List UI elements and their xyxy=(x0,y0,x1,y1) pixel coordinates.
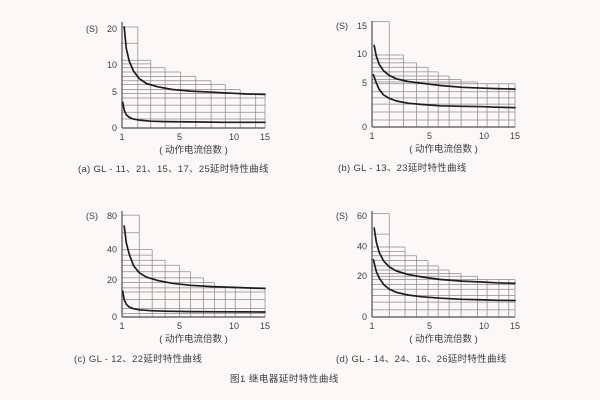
x-tick-label: 1 xyxy=(369,131,374,141)
x-tick-label: 5 xyxy=(177,132,182,142)
lower-limit-curve xyxy=(121,290,266,313)
x-tick-label: 10 xyxy=(229,321,239,331)
chart-c-caption: (c) GL - 12、22延时特性曲线 xyxy=(74,354,203,365)
x-tick-label: 1 xyxy=(369,321,374,331)
tolerance-step-grid xyxy=(372,213,516,317)
x-tick-label: 10 xyxy=(229,132,239,142)
axes xyxy=(371,21,515,128)
chart-panel-a: 0 5 10 20 1 5 10 15 (S)( 动作电流倍数 ) (a) GL - 11、21… xyxy=(58,12,318,207)
lower-limit-curve xyxy=(372,73,516,109)
x-tick-label: 1 xyxy=(119,132,124,142)
x-axis-title: ( 动作电流倍数 ) xyxy=(409,143,478,155)
x-axis-title: ( 动作电流倍数 ) xyxy=(159,144,228,156)
x-tick-label: 15 xyxy=(260,321,270,331)
y-tick-label: 5 xyxy=(112,87,117,97)
y-tick-label: 40 xyxy=(107,245,117,255)
y-tick-label: 80 xyxy=(107,211,117,221)
lower-limit-curve xyxy=(121,101,266,124)
characteristic-curves xyxy=(372,227,516,302)
x-tick-label: 15 xyxy=(510,321,520,331)
y-tick-label: 0 xyxy=(362,122,367,132)
tolerance-step-grid xyxy=(372,21,516,127)
y-tick-label: 15 xyxy=(357,21,367,31)
x-tick-label: 10 xyxy=(479,321,489,331)
axes xyxy=(121,22,265,129)
chart-panel-d: 0 20 40 60 1 5 10 15 (S)( 动作电流倍数 ) (d) GL - 14、2… xyxy=(308,201,568,396)
chart-panel-c: 0 20 40 80 1 5 10 15 (S)( 动作电流倍数 ) (c) GL - 12、2… xyxy=(58,201,318,396)
y-tick-label: 40 xyxy=(357,241,367,251)
y-unit-label: (S) xyxy=(336,21,348,31)
y-unit-label: (S) xyxy=(86,211,98,221)
lower-limit-curve xyxy=(372,258,516,302)
axes xyxy=(121,211,265,318)
x-axis-title: ( 动作电流倍数 ) xyxy=(159,333,228,345)
x-tick-label: 10 xyxy=(479,131,489,141)
x-tick-label: 5 xyxy=(177,321,182,331)
chart-b-caption: (b) GL - 13、23延时特性曲线 xyxy=(338,163,467,174)
y-tick-label: 20 xyxy=(107,24,117,34)
chart-d-caption: (d) GL - 14、24、16、26延时特性曲线 xyxy=(336,354,507,365)
y-tick-label: 20 xyxy=(357,271,367,281)
upper-limit-curve xyxy=(373,227,516,285)
x-tick-label: 1 xyxy=(119,321,124,331)
y-tick-label: 60 xyxy=(357,211,367,221)
x-tick-label: 15 xyxy=(260,132,270,142)
y-tick-label: 10 xyxy=(357,49,367,59)
y-tick-label: 5 xyxy=(362,78,367,88)
upper-limit-curve xyxy=(123,26,266,96)
characteristic-curves xyxy=(372,44,516,109)
y-tick-label: 0 xyxy=(112,123,117,133)
upper-limit-curve xyxy=(123,225,266,290)
tolerance-step-grid xyxy=(122,214,266,317)
y-tick-label: 10 xyxy=(107,60,117,70)
characteristic-curves xyxy=(121,26,266,124)
y-unit-label: (S) xyxy=(336,211,348,221)
x-tick-label: 5 xyxy=(427,321,432,331)
y-tick-label: 0 xyxy=(112,312,117,322)
upper-limit-curve xyxy=(373,44,516,90)
x-tick-label: 15 xyxy=(510,131,520,141)
tolerance-step-grid xyxy=(122,26,266,128)
axes xyxy=(371,211,515,318)
chart-panel-b: 0 5 10 15 1 5 10 15 (S)( 动作电流倍数 ) (b) GL - 13、23… xyxy=(308,11,568,206)
figure-caption: 图1 继电器延时特性曲线 xyxy=(230,374,339,385)
y-tick-label: 0 xyxy=(362,312,367,322)
x-axis-title: ( 动作电流倍数 ) xyxy=(409,333,478,345)
x-tick-label: 5 xyxy=(427,131,432,141)
y-unit-label: (S) xyxy=(86,24,98,34)
y-tick-label: 20 xyxy=(107,275,117,285)
chart-a-caption: (a) GL - 11、21、15、17、25延时特性曲线 xyxy=(78,164,269,175)
characteristic-curves xyxy=(121,225,266,313)
